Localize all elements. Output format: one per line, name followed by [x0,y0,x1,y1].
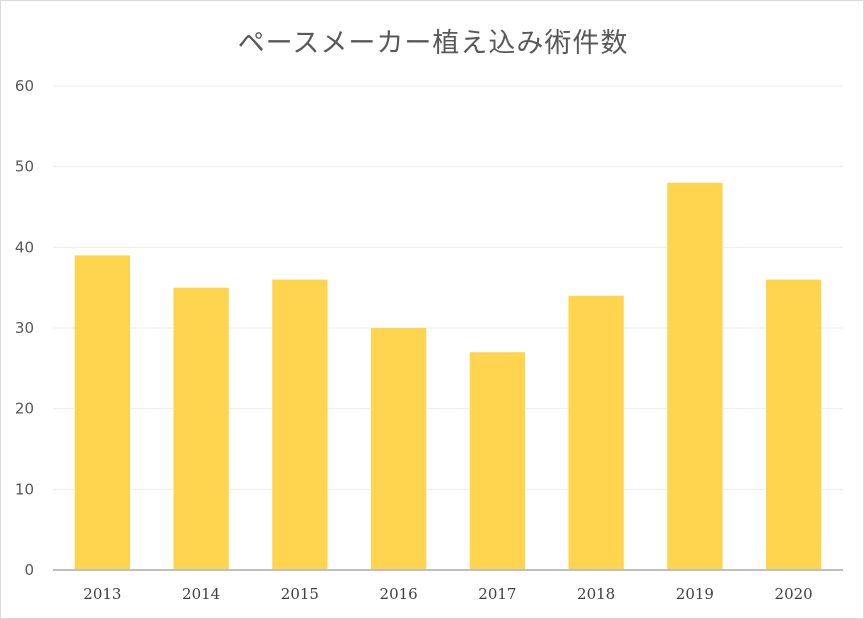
x-tick-label: 2017 [478,585,516,603]
bars [74,182,822,571]
y-tick-label: 40 [15,238,34,256]
bar-2020 [765,279,822,570]
x-tick-label: 2018 [577,585,615,603]
bar-2018 [568,295,624,570]
bar-2019 [667,182,723,571]
y-tick-label: 20 [15,400,34,418]
x-tick-label: 2016 [380,585,418,603]
bar-2017 [469,352,526,570]
chart-title: ペースメーカー植え込み術件数 [237,28,629,59]
x-tick-label: 2013 [83,585,121,603]
x-tick-label: 2015 [281,585,319,603]
bar-2016 [370,328,427,570]
x-tick-label: 2019 [676,585,714,603]
y-tick-label: 10 [15,480,34,498]
y-tick-label: 50 [15,158,34,176]
y-tick-label: 60 [15,77,34,95]
bar-2014 [173,287,229,570]
axes: 0 10 20 30 40 50 60 2013 2014 2015 2016 2017 2018 201… [15,77,843,603]
y-tick-label: 30 [15,319,34,337]
bar-2015 [272,279,328,570]
y-tick-label: 0 [24,561,34,579]
x-tick-label: 2014 [182,585,220,603]
bar-2013 [74,255,131,570]
gridlines [53,85,843,490]
x-tick-label: 2020 [775,585,813,603]
